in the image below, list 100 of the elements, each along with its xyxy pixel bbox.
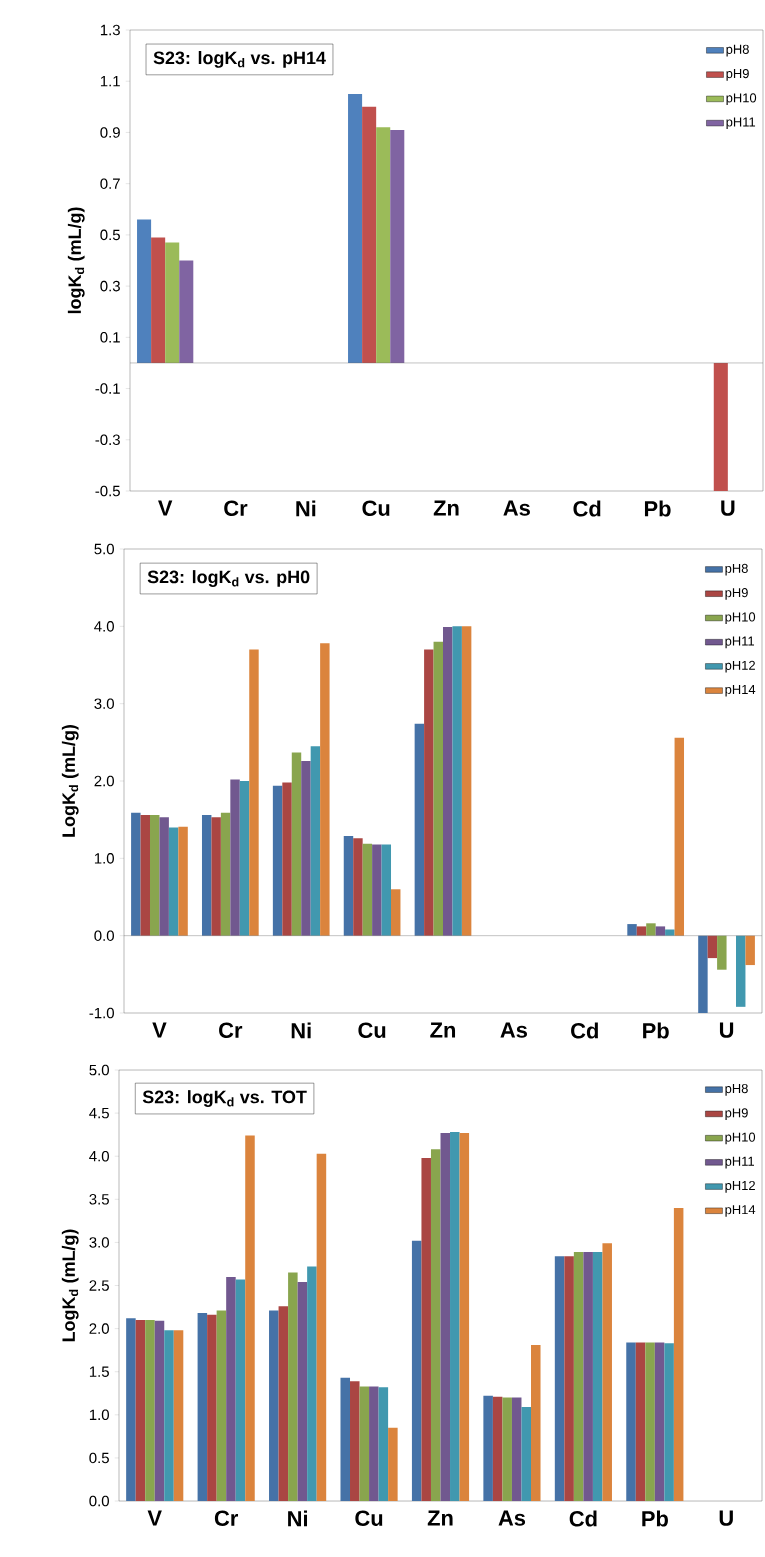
legend-label: pH11: [726, 117, 756, 130]
x-tick-label: Cu: [358, 1022, 386, 1038]
y-tick-label: 1.1: [100, 76, 120, 87]
bar: [502, 1397, 512, 1502]
bar: [459, 1132, 470, 1502]
x-tick-label: As: [500, 1022, 527, 1038]
bar: [602, 1243, 612, 1502]
bar: [433, 641, 443, 936]
x-tick-label: Cd: [569, 1510, 597, 1527]
bar: [698, 935, 708, 1014]
bar: [320, 643, 330, 936]
x-tick-label: Cu: [362, 500, 390, 516]
x-tick-label: U: [719, 1510, 733, 1526]
bar: [372, 844, 382, 936]
bar: [316, 1153, 327, 1502]
bar: [310, 746, 321, 936]
bar: [674, 737, 685, 936]
bar: [245, 1135, 255, 1502]
x-tick-label: V: [152, 1022, 167, 1038]
bar: [369, 1386, 379, 1502]
y-tick-label: 4.0: [89, 1150, 109, 1162]
x-tick-label: Zn: [427, 1510, 453, 1526]
legend-label: pH9: [725, 588, 748, 600]
bar: [154, 1320, 165, 1502]
bar: [483, 1395, 493, 1502]
bar: [235, 1279, 246, 1502]
y-tick-label: 2.0: [94, 775, 114, 787]
bar: [350, 1381, 360, 1502]
bar: [745, 935, 755, 966]
bar: [173, 1330, 184, 1502]
bar: [216, 1310, 227, 1502]
legend-label: pH14: [725, 1205, 756, 1217]
bar: [717, 935, 727, 970]
bar: [378, 1387, 389, 1502]
text: S23: logK$_{d}$ vs. TOT: [142, 1090, 307, 1107]
bar: [440, 1132, 451, 1502]
y-tick-label: 4.0: [94, 621, 114, 632]
bar: [269, 1310, 279, 1502]
x-tick-label: As: [503, 500, 530, 516]
bar: [443, 627, 453, 936]
bar: [301, 760, 311, 936]
bar: [164, 1330, 174, 1502]
bar: [381, 844, 392, 936]
bar: [226, 1276, 236, 1502]
bar: [159, 817, 169, 936]
bar: [450, 1132, 460, 1502]
bar: [583, 1251, 593, 1502]
y-tick-label: 1.3: [100, 24, 120, 36]
bar: [627, 924, 637, 936]
bar: [664, 1343, 674, 1502]
bar: [430, 1149, 441, 1502]
y-tick-label: 5.0: [94, 543, 114, 555]
bar: [282, 782, 292, 936]
bar: [452, 626, 462, 936]
y-tick-label: 4.5: [89, 1107, 109, 1119]
bar: [140, 815, 150, 936]
legend-label: pH10: [726, 93, 757, 105]
bar: [421, 1157, 431, 1502]
bar: [461, 626, 472, 936]
bar: [655, 926, 666, 936]
bar: [636, 926, 647, 936]
bar: [343, 835, 354, 936]
y-tick-label: -0.1: [95, 383, 120, 394]
bar: [278, 1306, 289, 1502]
text: S23: logK$_{d}$ vs. pH0: [147, 570, 310, 587]
x-tick-label: Cr: [224, 500, 248, 516]
bar: [178, 826, 188, 936]
y-tick-label: 0.5: [100, 229, 120, 241]
bar: [149, 815, 160, 936]
bar: [201, 815, 212, 936]
bar: [249, 649, 259, 936]
bar: [592, 1251, 603, 1502]
y-tick-label: -0.3: [95, 434, 120, 446]
x-tick-label: Ni: [288, 1510, 308, 1527]
y-tick-label: 0.3: [100, 280, 120, 292]
x-tick-label: Pb: [643, 1022, 669, 1039]
x-tick-label: Pb: [644, 500, 671, 517]
bar: [197, 1313, 208, 1502]
bar: [230, 779, 240, 936]
legend-label: pH10: [725, 612, 756, 625]
bar: [362, 106, 377, 363]
bar: [707, 935, 718, 959]
y-axis-title: logK$_{d}$ (mL/g): [67, 207, 85, 314]
y-tick-label: 1.0: [94, 853, 114, 864]
y-axis-title: LogK$_{d}$ (mL/g): [61, 1229, 79, 1342]
bar: [220, 812, 231, 936]
legend-label: pH11: [725, 636, 755, 649]
bar: [165, 242, 180, 363]
bar: [626, 1342, 636, 1502]
x-tick-label: Cd: [573, 500, 601, 517]
legend-label: pH9: [725, 1108, 748, 1120]
bar: [291, 752, 302, 936]
y-tick-label: 3.0: [94, 698, 114, 709]
legend-label: pH12: [725, 660, 755, 673]
y-tick-label: -0.5: [95, 485, 120, 497]
legend-label: pH8: [725, 1083, 748, 1096]
bar: [126, 1318, 136, 1502]
x-tick-label: Pb: [642, 1510, 668, 1527]
bar: [211, 817, 221, 936]
bar: [297, 1282, 308, 1502]
